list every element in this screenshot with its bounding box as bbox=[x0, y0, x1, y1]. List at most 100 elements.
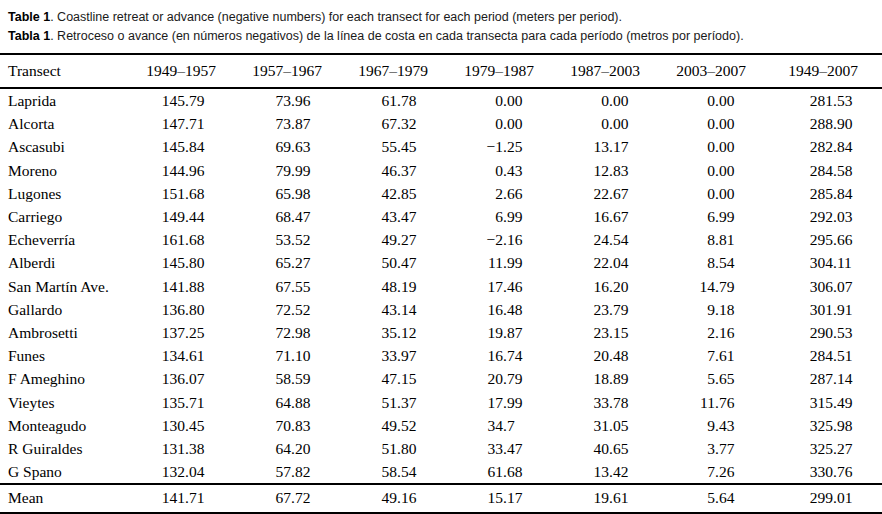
column-header-transect: Transect bbox=[0, 54, 128, 88]
value-cell: 136.80 bbox=[128, 298, 234, 321]
value-cell: 49.16 bbox=[340, 484, 446, 512]
value-cell: 151.68 bbox=[128, 182, 234, 205]
value-cell: 35.12 bbox=[340, 321, 446, 344]
table-row: R Guiraldes131.3864.2051.8033.4740.653.7… bbox=[0, 437, 882, 460]
table-row: Lugones151.6865.9842.852.6622.670.00285.… bbox=[0, 182, 882, 205]
value-cell: 325.98 bbox=[764, 414, 882, 437]
value-cell: 0.00 bbox=[552, 112, 658, 135]
table-figure: Table 1. Coastline retreat or advance (n… bbox=[0, 0, 882, 514]
value-cell: 73.96 bbox=[234, 88, 340, 112]
value-cell: 7.61 bbox=[658, 344, 764, 367]
table-row: Alberdi145.8065.2750.4711.9922.048.54304… bbox=[0, 251, 882, 274]
value-cell: 130.45 bbox=[128, 414, 234, 437]
value-cell: 287.14 bbox=[764, 367, 882, 390]
value-cell: 31.05 bbox=[552, 414, 658, 437]
value-cell: 14.79 bbox=[658, 275, 764, 298]
value-cell: 16.74 bbox=[446, 344, 552, 367]
value-cell: 284.58 bbox=[764, 159, 882, 182]
value-cell: 67.55 bbox=[234, 275, 340, 298]
value-cell: 282.84 bbox=[764, 135, 882, 158]
value-cell: 48.19 bbox=[340, 275, 446, 298]
column-header-period: 1949–1957 bbox=[128, 54, 234, 88]
value-cell: 16.67 bbox=[552, 205, 658, 228]
value-cell: 67.32 bbox=[340, 112, 446, 135]
column-header-period: 1987–2003 bbox=[552, 54, 658, 88]
value-cell: 64.20 bbox=[234, 437, 340, 460]
value-cell: 315.49 bbox=[764, 391, 882, 414]
transect-name: Funes bbox=[0, 344, 128, 367]
value-cell: 49.27 bbox=[340, 228, 446, 251]
value-cell: 33.97 bbox=[340, 344, 446, 367]
value-cell: 68.47 bbox=[234, 205, 340, 228]
transect-name: Monteagudo bbox=[0, 414, 128, 437]
value-cell: 79.99 bbox=[234, 159, 340, 182]
value-cell: 11.99 bbox=[446, 251, 552, 274]
value-cell: 0.00 bbox=[658, 182, 764, 205]
transect-name: Carriego bbox=[0, 205, 128, 228]
value-cell: 325.27 bbox=[764, 437, 882, 460]
value-cell: 71.10 bbox=[234, 344, 340, 367]
transect-name: Echeverría bbox=[0, 228, 128, 251]
value-cell: 61.78 bbox=[340, 88, 446, 112]
value-cell: 43.14 bbox=[340, 298, 446, 321]
value-cell: 22.67 bbox=[552, 182, 658, 205]
table-row: Carriego149.4468.4743.476.9916.676.99292… bbox=[0, 205, 882, 228]
transect-name: Ambrosetti bbox=[0, 321, 128, 344]
value-cell: 281.53 bbox=[764, 88, 882, 112]
transect-name: Moreno bbox=[0, 159, 128, 182]
value-cell: 301.91 bbox=[764, 298, 882, 321]
column-header-period: 1949–2007 bbox=[764, 54, 882, 88]
value-cell: 6.99 bbox=[658, 205, 764, 228]
caption-spanish-label: Tabla 1 bbox=[8, 29, 50, 43]
value-cell: 141.71 bbox=[128, 484, 234, 512]
value-cell: 70.83 bbox=[234, 414, 340, 437]
value-cell: 290.53 bbox=[764, 321, 882, 344]
value-cell: 134.61 bbox=[128, 344, 234, 367]
value-cell: 0.00 bbox=[658, 88, 764, 112]
value-cell: 3.77 bbox=[658, 437, 764, 460]
table-row: Ambrosetti137.2572.9835.1219.8723.152.16… bbox=[0, 321, 882, 344]
table-row: Echeverría161.6853.5249.27−2.1624.548.81… bbox=[0, 228, 882, 251]
transect-name: Laprida bbox=[0, 88, 128, 112]
value-cell: 34.7 bbox=[446, 414, 552, 437]
column-header-period: 2003–2007 bbox=[658, 54, 764, 88]
value-cell: 285.84 bbox=[764, 182, 882, 205]
caption-english-text: . Coastline retreat or advance (negative… bbox=[50, 10, 622, 24]
value-cell: 136.07 bbox=[128, 367, 234, 390]
value-cell: 33.47 bbox=[446, 437, 552, 460]
mean-label: Mean bbox=[0, 484, 128, 512]
value-cell: 64.88 bbox=[234, 391, 340, 414]
value-cell: 15.17 bbox=[446, 484, 552, 512]
table-row: Vieytes135.7164.8851.3717.9933.7811.7631… bbox=[0, 391, 882, 414]
value-cell: 141.88 bbox=[128, 275, 234, 298]
transect-name: Vieytes bbox=[0, 391, 128, 414]
value-cell: 2.16 bbox=[658, 321, 764, 344]
value-cell: 13.42 bbox=[552, 460, 658, 484]
value-cell: 23.15 bbox=[552, 321, 658, 344]
table-header-row: Transect1949–19571957–19671967–19791979–… bbox=[0, 54, 882, 88]
value-cell: 49.52 bbox=[340, 414, 446, 437]
transect-name: G Spano bbox=[0, 460, 128, 484]
value-cell: 8.81 bbox=[658, 228, 764, 251]
transect-name: F Ameghino bbox=[0, 367, 128, 390]
value-cell: 42.85 bbox=[340, 182, 446, 205]
value-cell: 288.90 bbox=[764, 112, 882, 135]
table-caption: Table 1. Coastline retreat or advance (n… bbox=[0, 8, 882, 46]
value-cell: 72.52 bbox=[234, 298, 340, 321]
value-cell: 0.00 bbox=[446, 88, 552, 112]
value-cell: 50.47 bbox=[340, 251, 446, 274]
value-cell: 16.20 bbox=[552, 275, 658, 298]
value-cell: 137.25 bbox=[128, 321, 234, 344]
column-header-period: 1979–1987 bbox=[446, 54, 552, 88]
value-cell: 53.52 bbox=[234, 228, 340, 251]
value-cell: 18.89 bbox=[552, 367, 658, 390]
value-cell: 149.44 bbox=[128, 205, 234, 228]
value-cell: 145.79 bbox=[128, 88, 234, 112]
value-cell: 5.64 bbox=[658, 484, 764, 512]
value-cell: 51.80 bbox=[340, 437, 446, 460]
value-cell: 47.15 bbox=[340, 367, 446, 390]
value-cell: 67.72 bbox=[234, 484, 340, 512]
value-cell: 299.01 bbox=[764, 484, 882, 512]
value-cell: 0.00 bbox=[658, 135, 764, 158]
value-cell: 51.37 bbox=[340, 391, 446, 414]
